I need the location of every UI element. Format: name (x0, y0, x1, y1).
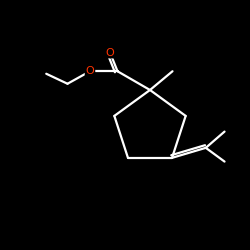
Text: O: O (106, 48, 114, 58)
Text: O: O (86, 66, 94, 76)
